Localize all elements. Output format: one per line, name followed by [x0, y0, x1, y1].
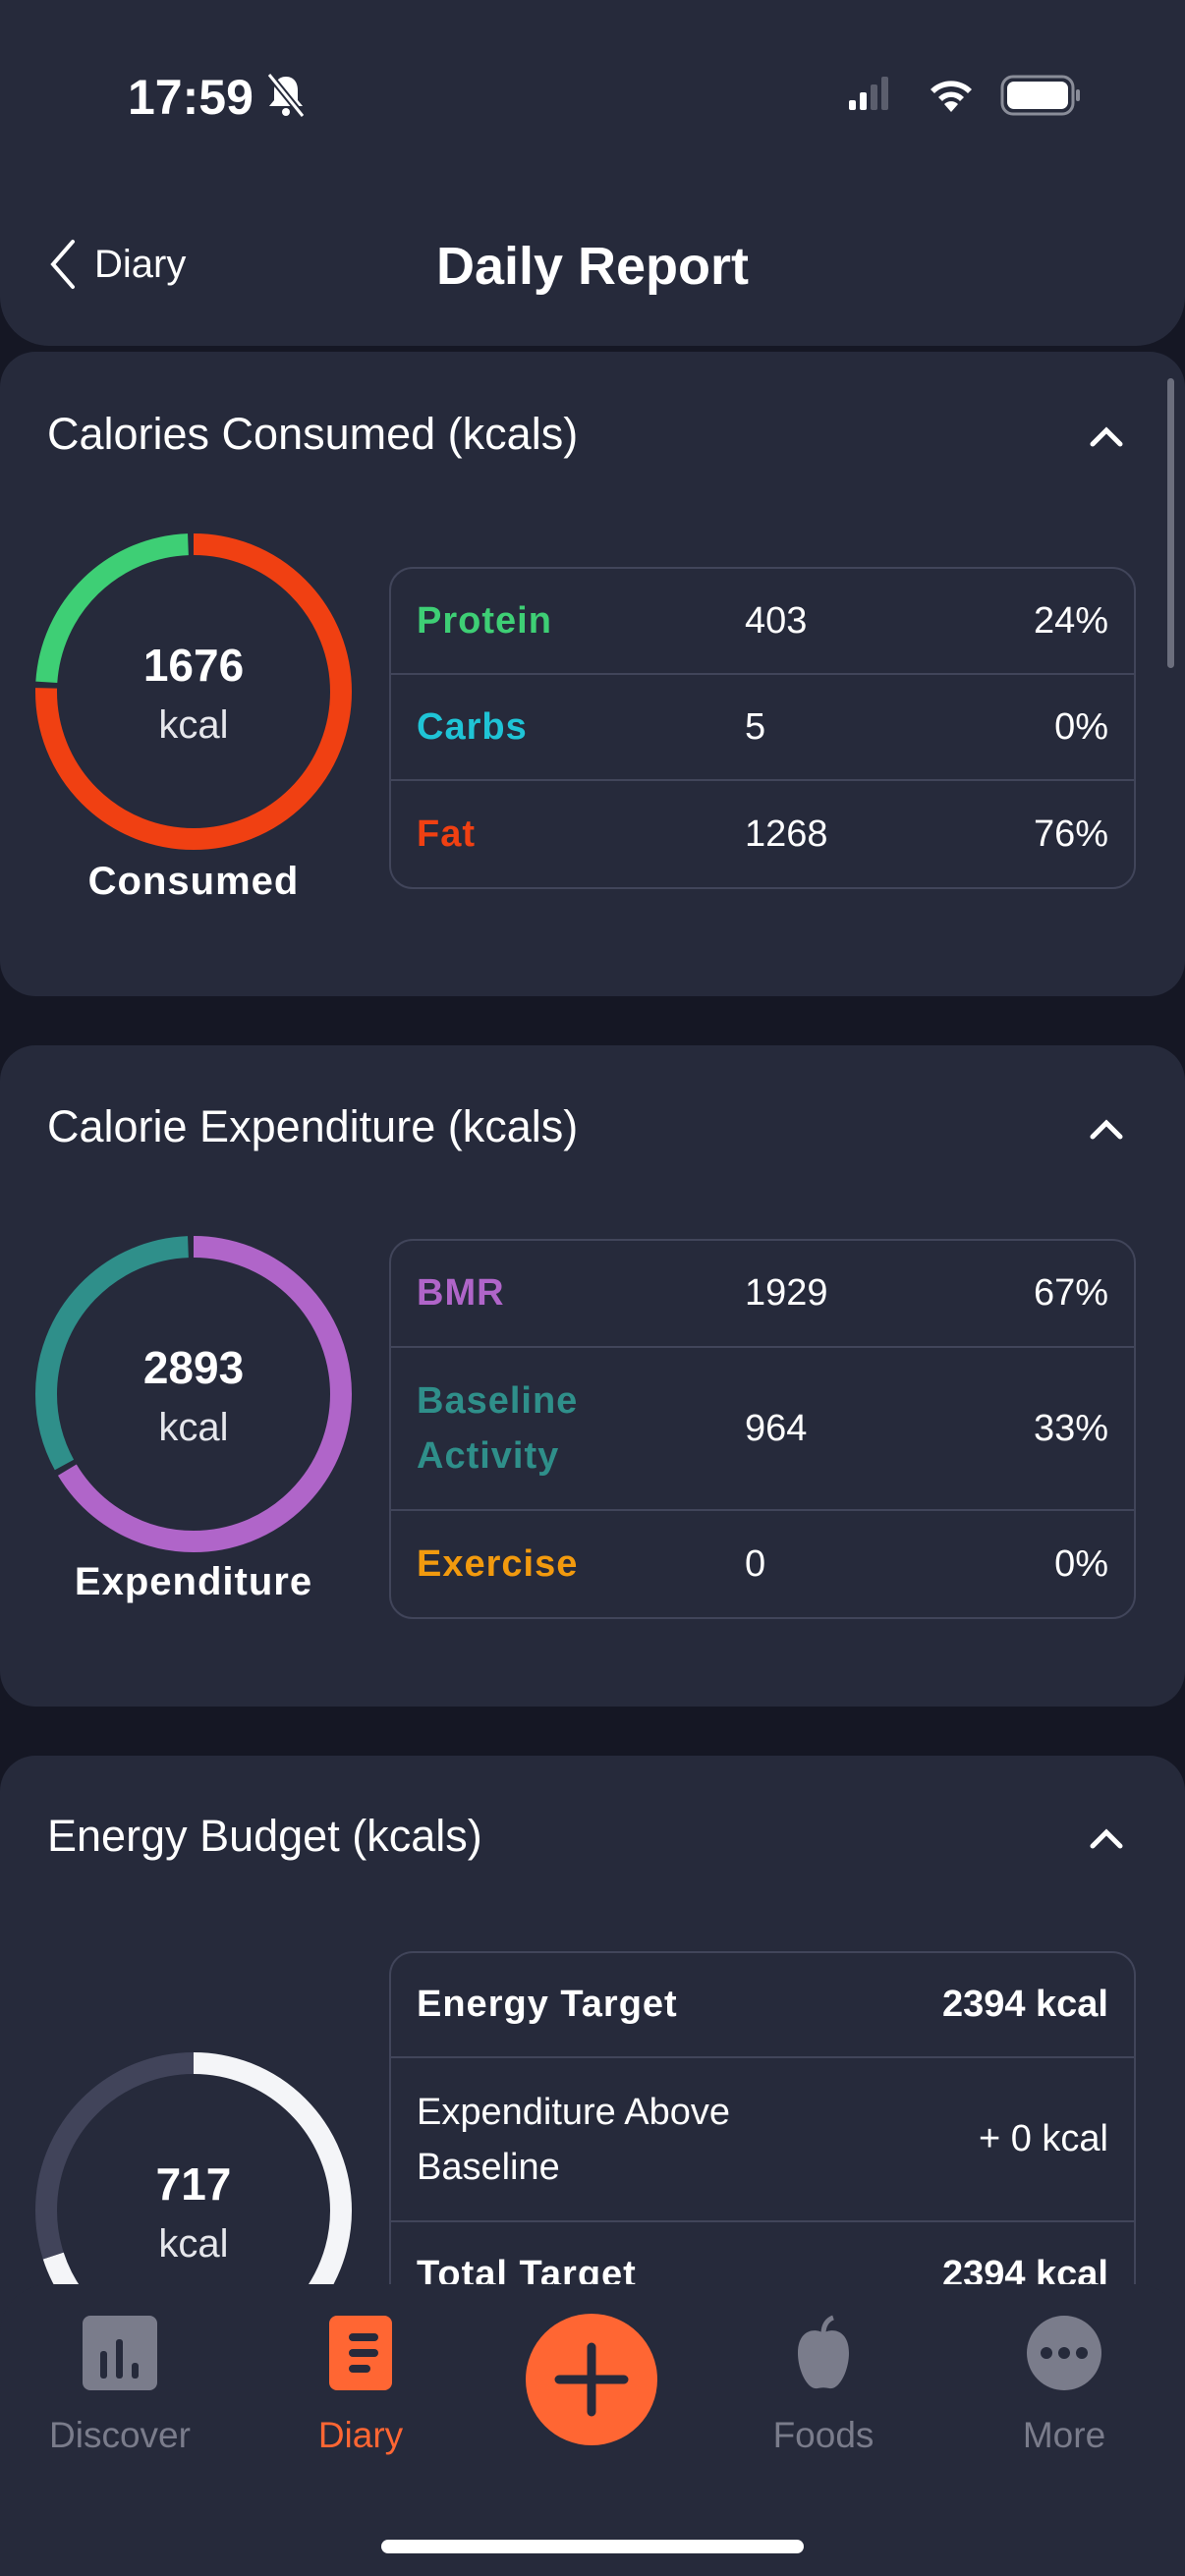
tab-discover[interactable]: Discover — [22, 2314, 218, 2456]
row-pct: 76% — [1033, 812, 1108, 855]
card-title: Calories Consumed (kcals) — [47, 409, 579, 459]
consumed-donut — [35, 533, 352, 850]
expenditure-label: Expenditure — [74, 1560, 313, 1603]
row-value: 0 — [745, 1542, 766, 1585]
chevron-left-icon — [50, 240, 75, 289]
silent-bell-icon — [266, 72, 306, 119]
table-row: Expenditure Above Baseline + 0 kcal — [391, 2058, 1134, 2222]
tab-more[interactable]: More — [966, 2314, 1162, 2456]
tab-label: Foods — [772, 2415, 875, 2455]
plus-icon — [554, 2342, 629, 2417]
diary-notebook-icon — [329, 2316, 392, 2390]
row-pct: 33% — [1033, 1407, 1108, 1449]
tab-diary[interactable]: Diary — [262, 2314, 459, 2456]
row-value: 964 — [745, 1407, 808, 1449]
row-name: Energy Target — [417, 1984, 678, 2025]
wifi-icon — [931, 81, 972, 112]
apple-icon — [798, 2315, 849, 2389]
table-row: Protein 403 24% — [391, 569, 1134, 675]
add-button[interactable] — [526, 2314, 657, 2445]
calorie-expenditure-card — [0, 1045, 1185, 1707]
row-value: 1268 — [745, 812, 828, 855]
table-row: Fat 1268 76% — [391, 781, 1134, 887]
row-pct: 24% — [1033, 599, 1108, 642]
expenditure-unit: kcal — [158, 1406, 229, 1449]
row-name: Protein — [417, 599, 552, 642]
card-title: Energy Budget (kcals) — [47, 1811, 482, 1861]
more-dots-icon — [1027, 2316, 1101, 2390]
row-value: 403 — [745, 599, 808, 642]
fat-segment — [35, 533, 352, 850]
row-pct: 67% — [1033, 1272, 1108, 1314]
row-name: Baseline Activity — [417, 1380, 579, 1477]
baseline-segment — [35, 1236, 352, 1552]
battery-icon — [1000, 75, 1080, 116]
tab-label: Diary — [317, 2415, 404, 2455]
chevron-up-icon[interactable] — [1087, 417, 1126, 456]
row-name: Fat — [417, 812, 476, 855]
budget-remaining: 717 — [155, 2158, 232, 2210]
table-row: Energy Target 2394 kcal — [391, 1953, 1134, 2058]
chart-bars-icon — [83, 2316, 157, 2390]
row-pct: 0% — [1054, 705, 1108, 748]
tab-foods[interactable]: Foods — [725, 2314, 922, 2456]
row-pct: 0% — [1054, 1542, 1108, 1585]
row-name: Carbs — [417, 705, 528, 748]
budget-unit: kcal — [158, 2222, 229, 2266]
expenditure-total: 2893 — [142, 1342, 245, 1393]
row-name: BMR — [417, 1272, 505, 1314]
table-row: Baseline Activity 964 33% — [391, 1348, 1134, 1511]
row-name: Exercise — [417, 1542, 579, 1585]
remaining-segment — [35, 2052, 352, 2369]
signal-icon — [849, 77, 888, 110]
chevron-up-icon[interactable] — [1087, 1109, 1126, 1148]
table-row: BMR 1929 67% — [391, 1241, 1134, 1348]
budget-table: Energy Target 2394 kcal Expenditure Above… — [389, 1951, 1136, 2327]
table-row: Carbs 5 0% — [391, 675, 1134, 781]
row-value: 1929 — [745, 1272, 828, 1314]
consumed-total: 1676 — [142, 640, 245, 691]
home-indicator[interactable] — [381, 2540, 804, 2553]
expenditure-table: BMR 1929 67% Baseline Activity 964 33% Exerc… — [389, 1239, 1136, 1619]
bmr-segment — [35, 1236, 352, 1552]
row-value: + 0 kcal — [978, 2118, 1108, 2159]
back-button[interactable]: Diary — [47, 238, 186, 291]
expenditure-donut — [35, 1236, 352, 1552]
row-value: 2394 kcal — [941, 1984, 1108, 2025]
table-row: Exercise 0 0% — [391, 1511, 1134, 1617]
consumed-label: Consumed — [87, 860, 300, 903]
nav-header — [0, 0, 1185, 346]
scrollbar[interactable] — [1167, 378, 1174, 668]
row-value: 5 — [745, 705, 766, 748]
status-time: 17:59 — [128, 70, 254, 125]
row-name: Expenditure Above Baseline — [417, 2091, 731, 2188]
page-title: Daily Report — [435, 237, 750, 296]
back-label: Diary — [94, 242, 187, 286]
tab-label: More — [1022, 2415, 1106, 2455]
macro-table: Protein 403 24% Carbs 5 0% Fat 1268 76% — [389, 567, 1136, 889]
consumed-unit: kcal — [158, 703, 229, 747]
card-title: Calorie Expenditure (kcals) — [47, 1101, 579, 1151]
chevron-up-icon[interactable] — [1087, 1819, 1126, 1858]
tab-label: Discover — [49, 2415, 191, 2455]
